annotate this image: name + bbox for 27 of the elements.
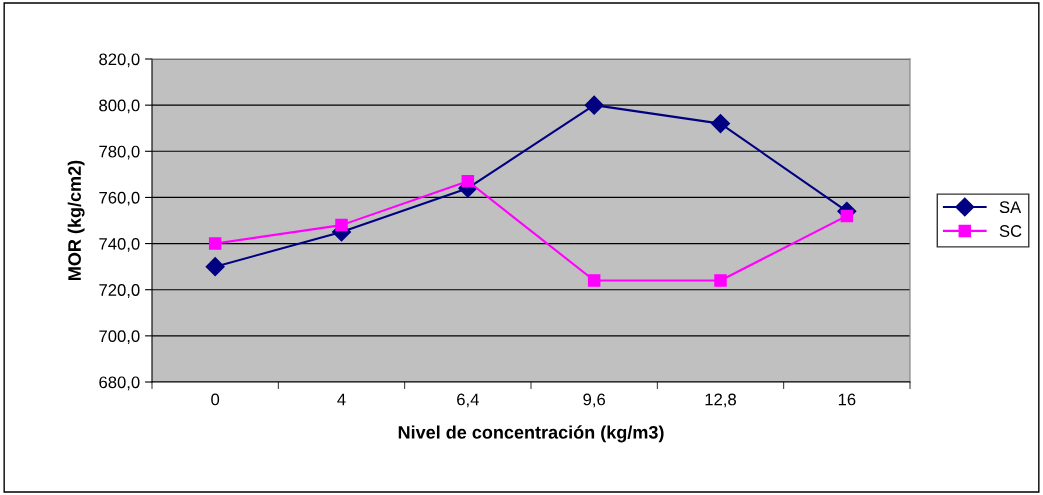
x-tick-label: 9,6 [583,393,606,408]
legend-label: SA [999,201,1022,214]
y-tick-label: 800,0 [99,99,140,114]
y-tick-label: 780,0 [99,145,140,160]
y-tick-label: 820,0 [99,53,140,68]
y-tick-label: 700,0 [99,330,140,345]
x-axis-title: Nivel de concentración (kg/m3) [398,425,664,443]
point [840,209,854,223]
x-tick-label: 12,8 [705,393,736,408]
point [584,95,604,115]
point [205,257,225,277]
legend-label: SC [999,225,1022,237]
x-tick-label: 6,4 [457,393,479,408]
y-tick-label: 680,0 [99,376,140,391]
point [335,218,348,232]
point [461,175,475,188]
y-tick-label: 740,0 [99,237,140,252]
point [714,274,727,287]
y-tick-label: 720,0 [99,284,140,298]
x-tick-label: 16 [838,393,856,406]
point [587,274,601,287]
y-tick-label: 760,0 [99,191,140,206]
point [710,114,731,134]
x-tick-label: 0 [211,393,220,406]
y-axis-title: MOR (kg/cm2) [67,160,85,280]
point [208,237,222,250]
x-tick-label: 4 [337,393,346,406]
